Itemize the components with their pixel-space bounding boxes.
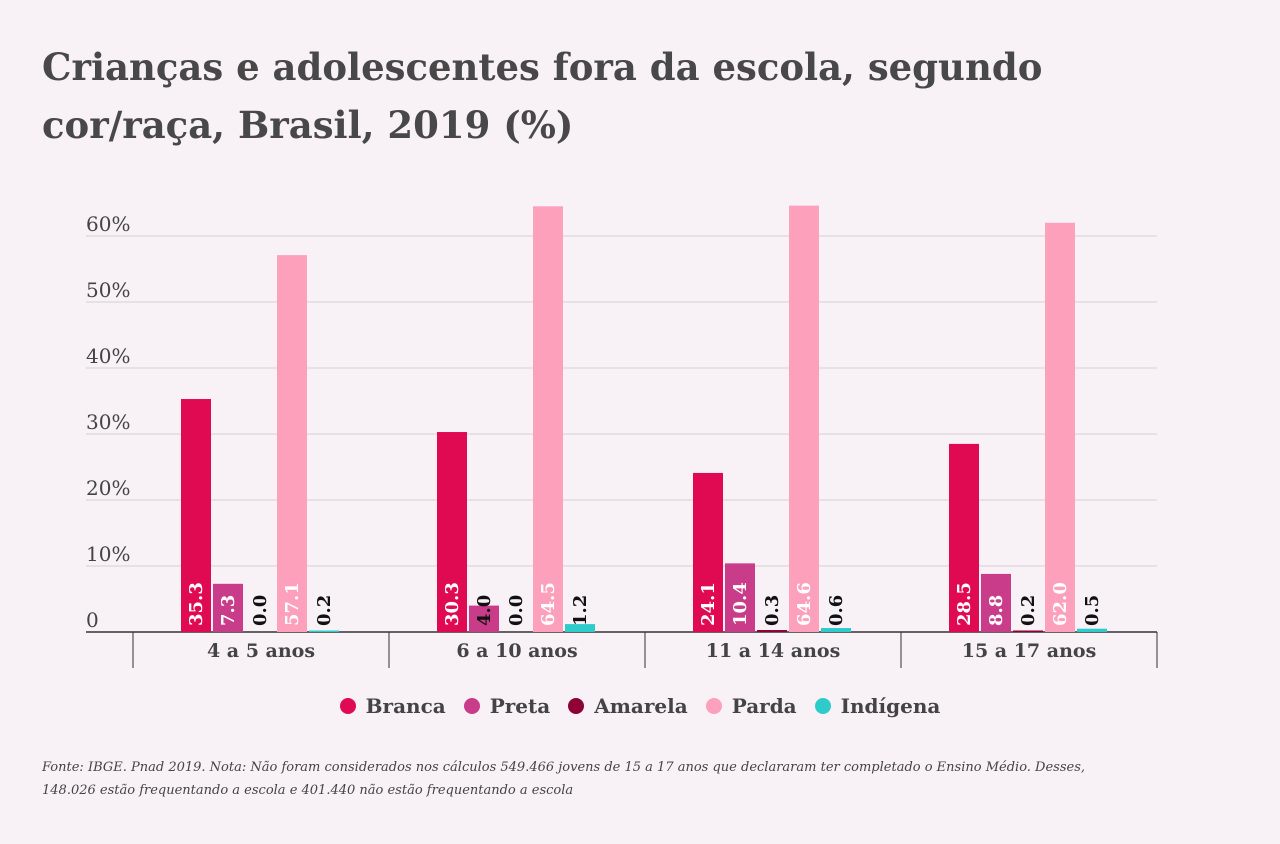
value-label: 64.5 bbox=[538, 582, 559, 626]
value-label: 62.0 bbox=[1050, 582, 1071, 626]
bar bbox=[309, 630, 339, 632]
value-label: 1.2 bbox=[570, 595, 591, 626]
y-tick-label: 30% bbox=[86, 410, 130, 434]
value-label: 0.0 bbox=[506, 595, 527, 626]
bar bbox=[469, 605, 499, 632]
bar bbox=[533, 206, 563, 633]
legend-swatch bbox=[339, 698, 356, 714]
legend-label: Preta bbox=[489, 694, 551, 718]
y-tick-label: 60% bbox=[86, 212, 130, 236]
y-tick-label: 0 bbox=[86, 608, 99, 632]
x-axis: 4 a 5 anos 6 a 10 anos 11 a 14 anos 15 a 17… bbox=[132, 632, 1158, 668]
bar bbox=[1013, 630, 1043, 632]
y-tick-label: 10% bbox=[86, 542, 130, 566]
bars bbox=[181, 205, 1107, 633]
bar bbox=[757, 630, 787, 632]
value-label: 0.2 bbox=[314, 595, 335, 626]
legend-swatch bbox=[705, 698, 722, 714]
value-label: 0.0 bbox=[250, 595, 271, 626]
bar bbox=[181, 399, 211, 632]
legend-label: Parda bbox=[731, 694, 797, 718]
legend-item: Parda bbox=[705, 694, 797, 718]
source-note: Fonte: IBGE. Pnad 2019. Nota: Não foram … bbox=[42, 760, 1086, 798]
value-label: 28.5 bbox=[954, 582, 975, 626]
value-label: 64.6 bbox=[794, 582, 815, 626]
bar bbox=[789, 205, 819, 632]
y-tick-label: 20% bbox=[86, 476, 130, 500]
y-tick-label: 40% bbox=[86, 344, 130, 368]
chart-title: Crianças e adolescentes fora da escola, … bbox=[42, 45, 1043, 147]
bar bbox=[1077, 628, 1107, 632]
legend-item: Preta bbox=[463, 694, 551, 718]
value-label: 4.0 bbox=[474, 595, 495, 626]
legend: Branca Preta Amarela Parda Indígena bbox=[0, 694, 1280, 718]
gridlines bbox=[86, 235, 1157, 633]
bar bbox=[693, 472, 723, 632]
legend-label: Amarela bbox=[594, 694, 688, 718]
bar bbox=[213, 583, 243, 632]
value-label: 0.5 bbox=[1082, 595, 1103, 626]
value-labels: 35.3 7.3 0.0 57.1 0.2 30.3 4.0 0.0 64.5 1.2 24.1 10… bbox=[186, 582, 1103, 626]
legend-label: Indígena bbox=[840, 694, 941, 718]
legend-item: Indígena bbox=[814, 694, 941, 718]
legend-swatch bbox=[814, 698, 831, 714]
value-label: 57.1 bbox=[282, 582, 303, 626]
bar bbox=[725, 563, 755, 632]
bar bbox=[565, 624, 595, 632]
category-label: 6 a 10 anos bbox=[456, 640, 577, 662]
y-axis-tick-labels: 0 10% 20% 30% 40% 50% 60% bbox=[86, 212, 130, 632]
value-label: 0.3 bbox=[762, 595, 783, 626]
bar bbox=[821, 628, 851, 632]
legend-swatch bbox=[568, 698, 585, 714]
bar bbox=[949, 443, 979, 632]
y-tick-label: 50% bbox=[86, 278, 130, 302]
value-label: 7.3 bbox=[218, 595, 239, 626]
legend-item: Branca bbox=[339, 694, 446, 718]
value-label: 8.8 bbox=[986, 595, 1007, 626]
legend-swatch bbox=[463, 698, 480, 714]
value-label: 0.6 bbox=[826, 595, 847, 626]
value-label: 0.2 bbox=[1018, 595, 1039, 626]
value-label: 35.3 bbox=[186, 582, 207, 626]
legend-label: Branca bbox=[365, 694, 446, 718]
bar bbox=[437, 432, 467, 632]
value-label: 24.1 bbox=[698, 582, 719, 626]
category-label: 11 a 14 anos bbox=[706, 640, 841, 662]
bar bbox=[981, 573, 1011, 632]
legend-item: Amarela bbox=[568, 694, 688, 718]
value-label: 30.3 bbox=[442, 582, 463, 626]
category-label: 4 a 5 anos bbox=[207, 640, 315, 662]
value-label: 10.4 bbox=[730, 582, 751, 626]
bar bbox=[277, 255, 307, 632]
bar bbox=[1045, 222, 1075, 633]
category-label: 15 a 17 anos bbox=[962, 640, 1097, 662]
